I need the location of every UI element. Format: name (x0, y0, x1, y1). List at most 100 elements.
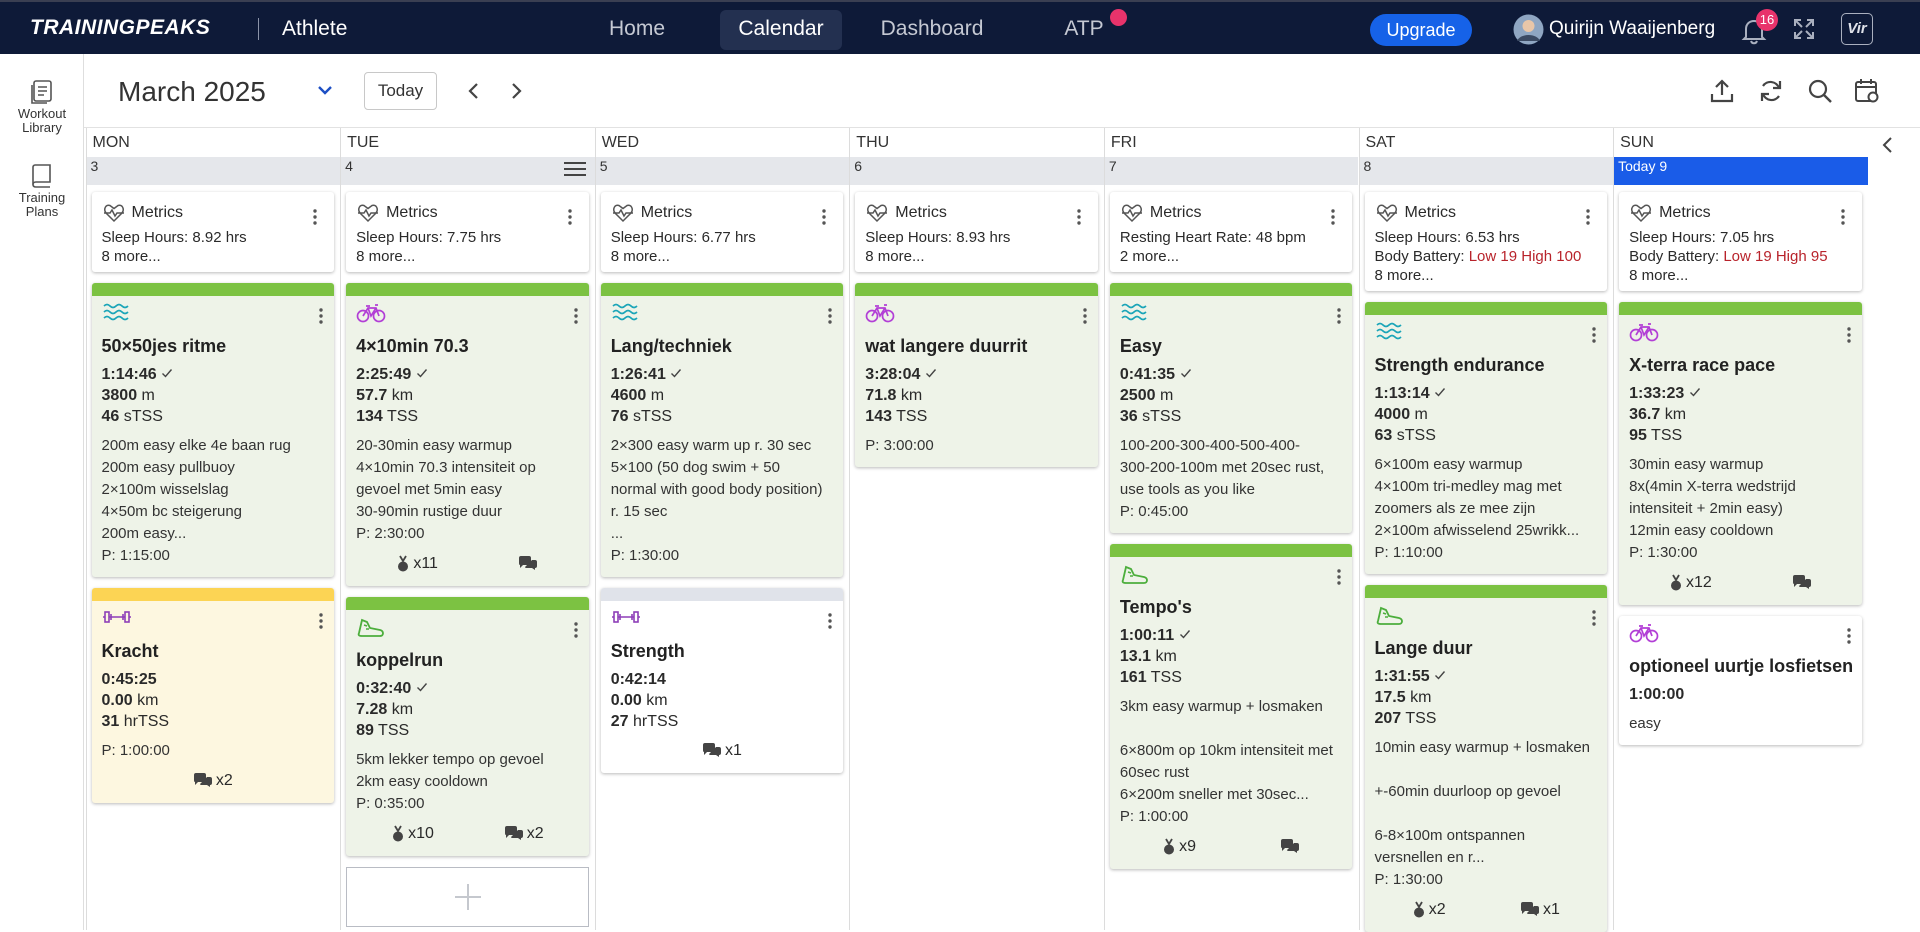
collapse-button[interactable] (1881, 135, 1895, 155)
metrics-card[interactable]: Metrics Sleep Hours: 7.75 hrs 8 more... (346, 192, 589, 272)
card-body: Metrics Sleep Hours: 7.75 hrs 8 more... (346, 192, 589, 272)
card-menu[interactable] (1838, 207, 1848, 227)
comment-count[interactable] (1792, 575, 1812, 591)
settings-button[interactable] (1853, 77, 1881, 105)
comment-count[interactable]: x1 (1520, 901, 1560, 919)
duration-value: 0:41:35 (1119, 366, 1176, 383)
nav-atp[interactable]: ATP (1064, 17, 1104, 40)
metrics-card[interactable]: Metrics Sleep Hours: 7.05 hrs Body Battery… (1619, 192, 1862, 291)
plans-icon[interactable] (29, 162, 55, 188)
card-menu[interactable] (1334, 306, 1344, 326)
workout-card[interactable]: optioneel uurtje losfietsen 1:00:00 easy (1619, 616, 1862, 745)
metrics-card[interactable]: Metrics Sleep Hours: 8.93 hrs 8 more... (855, 192, 1098, 272)
workout-library-label[interactable]: Workout Library (17, 106, 67, 135)
metrics-more[interactable]: 8 more... (610, 248, 670, 265)
card-menu[interactable] (1080, 306, 1090, 326)
nav-dashboard[interactable]: Dashboard (880, 17, 984, 40)
card-menu[interactable] (1844, 626, 1854, 646)
card-menu[interactable] (1334, 567, 1344, 587)
logo[interactable]: TRAININGPEAKS (30, 16, 211, 39)
card-menu[interactable] (316, 611, 326, 631)
workout-card[interactable]: Strength endurance 1:13:14 4000 m 63 sTSS 6… (1364, 302, 1608, 574)
card-menu[interactable] (1589, 325, 1599, 345)
user-name[interactable]: Quirijn Waaijenberg (1549, 18, 1716, 39)
description-line: 5×100 (50 dog swim + 50 (610, 459, 780, 476)
card-menu[interactable] (1583, 207, 1593, 227)
next-button[interactable] (508, 81, 524, 101)
description-paragraph: 2×300 easy warm up r. 30 sec 5×100 (50 do… (611, 435, 834, 545)
metrics-card[interactable]: Metrics Resting Heart Rate: 48 bpm 2 more.… (1109, 192, 1353, 272)
comment-count[interactable]: x1 (702, 742, 742, 760)
stat-value: 143 (865, 408, 892, 425)
card-menu[interactable] (825, 306, 835, 326)
kudos-icon (1413, 901, 1424, 918)
kudos-count[interactable]: x9 (1162, 838, 1196, 856)
vir-button[interactable]: Vir (1841, 13, 1873, 45)
card-menu[interactable] (1844, 325, 1854, 345)
workout-card[interactable]: Kracht 0:45:25 0.00 km 31 hrTSS P: 1:00:00 x2 (91, 588, 335, 803)
metrics-card[interactable]: Metrics Sleep Hours: 6.77 hrs 8 more... (600, 192, 844, 272)
path-part (1127, 571, 1133, 577)
comment-count[interactable] (1280, 839, 1300, 855)
library-icon[interactable] (29, 78, 55, 104)
kudos-count[interactable]: x2 (1412, 901, 1446, 919)
training-plans-label[interactable]: Training Plans (18, 190, 66, 219)
plus-icon[interactable] (454, 883, 482, 911)
card-menu[interactable] (565, 207, 575, 227)
nav-calendar[interactable]: Calendar (738, 17, 824, 40)
month-title[interactable]: March 2025 (118, 76, 266, 107)
metrics-card[interactable]: Metrics Sleep Hours: 6.53 hrs Body Battery… (1364, 192, 1608, 291)
workout-card[interactable]: Strength 0:42:14 0.00 km 27 hrTSS x1 (600, 588, 844, 773)
sync-button[interactable] (1757, 77, 1785, 105)
card-menu[interactable] (310, 207, 320, 227)
workout-card[interactable]: X-terra race pace 1:33:23 36.7 km 95 TSS 30… (1619, 302, 1862, 605)
day-menu[interactable] (563, 161, 587, 177)
upload-button[interactable] (1708, 77, 1736, 105)
training-plans[interactable]: Training Plans (0, 191, 84, 219)
card-menu[interactable] (819, 207, 829, 227)
workout-library[interactable]: Workout Library (0, 107, 84, 135)
metrics-more[interactable]: 8 more... (356, 248, 416, 265)
menu-wrap (316, 611, 326, 636)
workout-card[interactable]: Tempo's 1:00:11 13.1 km 161 TSS 3km easy wa… (1109, 544, 1353, 869)
add-workout[interactable] (346, 867, 589, 927)
comment-count[interactable] (518, 556, 538, 572)
workout-card[interactable]: 4×10min 70.3 2:25:49 57.7 km 134 TSS 20-30m… (346, 283, 589, 586)
kudos-count[interactable]: x12 (1669, 574, 1712, 592)
fullscreen-icon[interactable] (1792, 17, 1816, 41)
month-dropdown[interactable] (316, 84, 334, 96)
workout-card[interactable]: wat langere duurrit 3:28:04 71.8 km 143 TS… (855, 283, 1098, 467)
metrics-more[interactable]: 2 more... (1119, 248, 1180, 265)
metrics-more[interactable]: 8 more... (865, 248, 925, 265)
card-menu[interactable] (316, 306, 326, 326)
path-part (162, 369, 173, 378)
search-button[interactable] (1806, 77, 1834, 105)
card-menu[interactable] (571, 306, 581, 326)
path-part (1121, 303, 1147, 309)
kudos-count[interactable]: x11 (396, 555, 438, 573)
workout-card[interactable]: Lange duur 1:31:55 17.5 km 207 TSS 10min ea… (1364, 585, 1608, 932)
metrics-more[interactable]: 8 more... (1629, 267, 1689, 284)
today-button[interactable]: Today (364, 72, 437, 110)
workout-card[interactable]: Lang/techniek 1:26:41 4600 m 76 sTSS 2×300 … (600, 283, 844, 577)
card-menu[interactable] (1328, 207, 1338, 227)
comment-count[interactable]: x2 (504, 825, 544, 843)
kudos-count[interactable]: x10 (391, 825, 434, 843)
stat-line: 27 hrTSS (611, 711, 834, 732)
day-cards: Metrics Sleep Hours: 7.75 hrs 8 more... 4×1… (341, 185, 595, 927)
metrics-card[interactable]: Metrics Sleep Hours: 8.92 hrs 8 more... (91, 192, 335, 272)
avatar[interactable] (1513, 14, 1544, 45)
workout-card[interactable]: Easy 0:41:35 2500 m 36 sTSS 100-200-300-400… (1109, 283, 1353, 533)
workout-card[interactable]: 50×50jes ritme 1:14:46 3800 m 46 sTSS 200m … (91, 283, 335, 577)
comment-count[interactable]: x2 (193, 772, 233, 790)
card-menu[interactable] (825, 611, 835, 631)
prev-button[interactable] (466, 81, 482, 101)
nav-home[interactable]: Home (608, 17, 666, 40)
card-menu[interactable] (1589, 608, 1599, 628)
workout-card[interactable]: koppelrun 0:32:40 7.28 km 89 TSS 5km lekker… (346, 597, 589, 856)
card-menu[interactable] (571, 620, 581, 640)
upgrade-button[interactable]: Upgrade (1370, 14, 1472, 46)
card-menu[interactable] (1074, 207, 1084, 227)
metrics-more[interactable]: 8 more... (101, 248, 161, 265)
metrics-more[interactable]: 8 more... (1374, 267, 1434, 284)
